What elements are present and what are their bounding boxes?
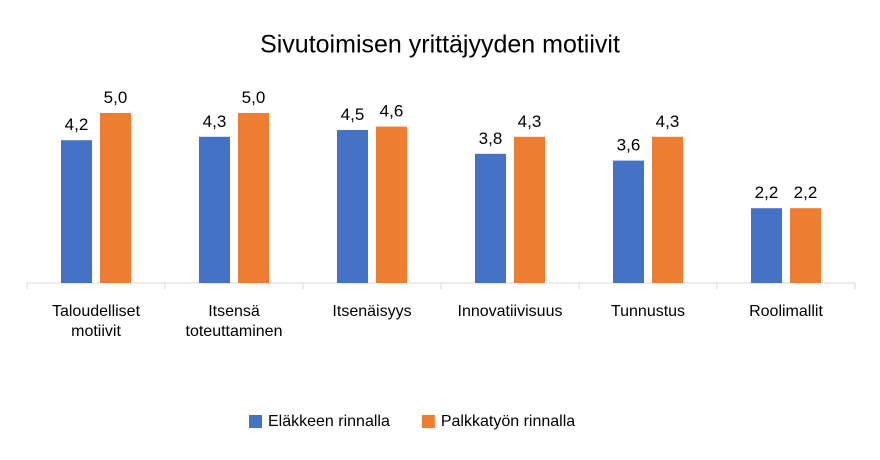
value-label: 4,3 (656, 112, 680, 131)
bar (613, 160, 644, 283)
value-label: 4,2 (65, 115, 89, 134)
bar (61, 140, 92, 283)
x-tick-label: Tunnustus (610, 303, 686, 320)
value-label: 5,0 (242, 88, 266, 107)
x-tick-label: Roolimallit (749, 303, 823, 320)
legend-swatch (249, 415, 262, 428)
bar (199, 136, 230, 283)
legend-swatch (421, 415, 435, 428)
bar (475, 153, 506, 283)
x-tick-label: Itsensä toteuttaminen (185, 303, 283, 340)
value-label: 2,2 (755, 183, 779, 202)
bar (337, 130, 368, 283)
bar (376, 126, 407, 283)
value-label: 3,8 (479, 129, 503, 148)
value-label: 3,6 (617, 136, 641, 155)
value-label: 4,3 (518, 112, 542, 131)
value-label: 4,5 (341, 105, 365, 124)
x-tick-label: Itsenäisyys (332, 303, 412, 320)
value-label: 4,3 (203, 112, 227, 131)
value-label: 4,6 (380, 102, 404, 121)
legend-label: Palkkatyön rinnalla (441, 413, 575, 430)
value-label: 2,2 (794, 183, 818, 202)
bar (790, 208, 821, 283)
bar (751, 208, 782, 283)
bar (100, 113, 131, 283)
x-tick-label: Taloudelliset motiivit (51, 303, 141, 340)
chart-title: Sivutoimisen yrittäjyyden motiivit (260, 31, 620, 59)
bar (238, 113, 269, 283)
bar (652, 136, 683, 283)
bar (514, 136, 545, 283)
x-tick-label: Innovatiivisuus (457, 303, 563, 320)
value-label: 5,0 (104, 88, 128, 107)
legend-label: Eläkkeen rinnalla (268, 413, 390, 430)
